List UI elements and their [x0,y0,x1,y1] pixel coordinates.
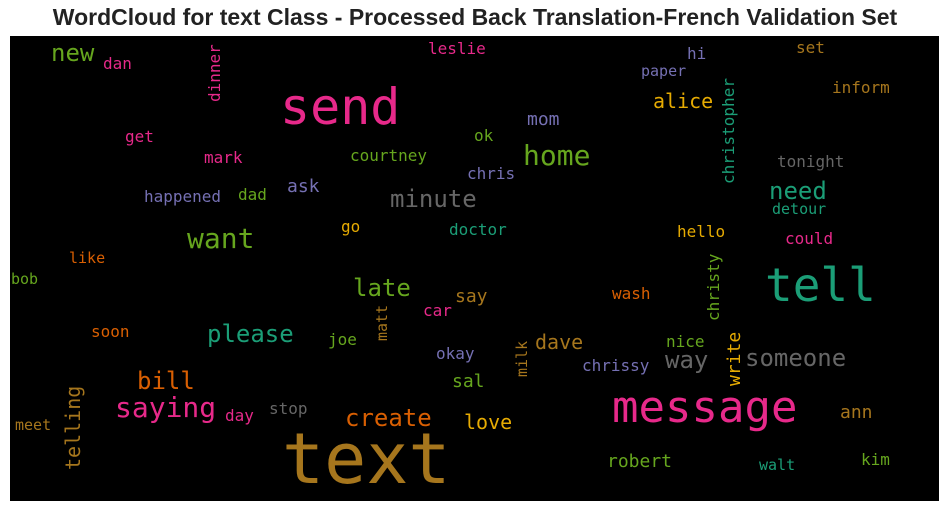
cloud-word-leslie: leslie [428,39,486,58]
cloud-word-bob: bob [11,270,39,288]
cloud-word-robert: robert [607,451,673,472]
cloud-word-minute: minute [390,185,477,213]
cloud-word-christy: christy [704,253,723,321]
word-cloud: text message send tell home want saying create b… [10,36,939,501]
cloud-word-day: day [225,406,254,425]
cloud-word-love: love [464,410,513,434]
cloud-word-mark: mark [204,148,243,167]
cloud-word-bill: bill [137,367,195,395]
cloud-word-alice: alice [653,89,714,113]
cloud-word-home: home [523,139,591,172]
cloud-word-stop: stop [269,399,308,418]
cloud-word-paper: paper [641,62,687,80]
cloud-word-walt: walt [759,456,796,474]
cloud-word-ann: ann [840,402,873,423]
cloud-word-ok: ok [474,126,494,145]
cloud-word-say: say [455,286,488,307]
cloud-word-sal: sal [452,371,485,392]
cloud-word-like: like [69,249,106,267]
cloud-word-go: go [341,217,361,236]
cloud-word-new: new [51,39,95,67]
cloud-word-tonight: tonight [777,152,845,171]
cloud-word-doctor: doctor [449,220,507,239]
cloud-word-inform: inform [832,78,890,97]
cloud-word-set: set [796,38,825,57]
cloud-word-hi: hi [687,44,707,63]
cloud-word-nice: nice [666,332,705,351]
cloud-word-dan: dan [103,54,132,73]
cloud-word-kim: kim [861,450,890,469]
cloud-word-please: please [207,320,294,348]
cloud-word-hello: hello [677,222,726,241]
cloud-word-chrissy: chrissy [582,356,650,375]
cloud-word-get: get [125,127,154,146]
cloud-word-could: could [785,229,834,248]
cloud-word-create: create [345,404,432,432]
cloud-word-christopher: christopher [719,78,738,184]
cloud-word-soon: soon [91,322,130,341]
chart-title: WordCloud for text Class - Processed Bac… [52,4,898,30]
cloud-word-milk: milk [513,340,531,377]
cloud-word-dad: dad [238,185,267,204]
cloud-word-want: want [187,222,255,255]
cloud-word-write: write [724,331,745,386]
cloud-word-courtney: courtney [350,146,428,165]
cloud-word-ask: ask [287,176,320,197]
cloud-word-late: late [353,274,411,302]
cloud-word-happened: happened [144,187,222,206]
cloud-word-message: message [612,382,798,433]
cloud-word-matt: matt [373,304,391,341]
cloud-word-dave: dave [535,330,584,354]
cloud-word-way: way [665,346,709,374]
cloud-word-meet: meet [15,416,52,434]
cloud-word-need: need [769,177,827,205]
cloud-word-tell: tell [765,258,876,312]
cloud-word-wash: wash [612,284,651,303]
cloud-word-telling: telling [61,385,85,470]
cloud-word-chris: chris [467,164,516,183]
cloud-word-okay: okay [436,344,475,363]
cloud-word-someone: someone [745,344,847,372]
cloud-word-joe: joe [328,330,357,349]
cloud-word-send: send [280,78,401,136]
cloud-word-text: text [282,418,451,500]
cloud-word-saying: saying [115,391,217,424]
cloud-word-mom: mom [527,109,560,130]
cloud-word-detour: detour [772,200,827,218]
cloud-word-car: car [423,301,452,320]
cloud-word-dinner: dinner [205,44,224,102]
